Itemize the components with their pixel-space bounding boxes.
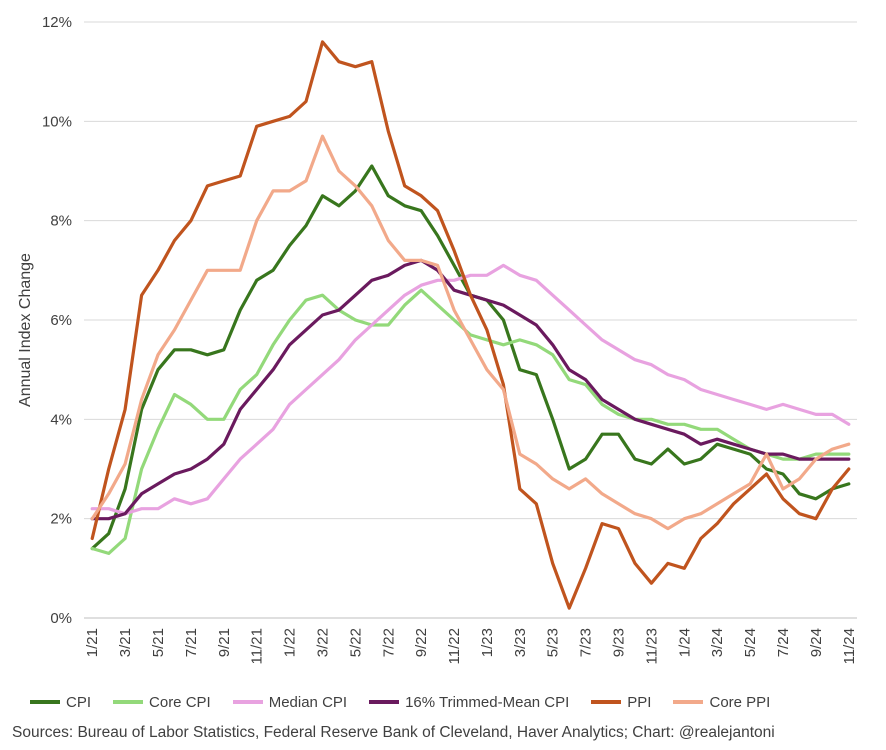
x-tick-label: 11/22	[446, 628, 463, 664]
legend-label: CPI	[66, 693, 92, 711]
series-line-core-ppi	[90, 134, 851, 531]
line-chart: 0% 2% 4% 6% 8% 10% 12% 1/21 3/21 5/21 7/21 9/21 11/…	[17, 14, 858, 664]
chart-legend: CPI Core CPI Median CPI 16% Trimmed-Mean CP…	[30, 690, 880, 714]
x-tick-label: 3/24	[709, 628, 726, 657]
legend-item: 16% Trimmed-Mean CPI	[369, 694, 569, 711]
x-tick-label: 5/22	[347, 628, 364, 657]
legend-label: Core PPI	[709, 693, 771, 711]
x-tick-label: 1/21	[84, 628, 101, 657]
x-tick-label: 1/23	[479, 628, 496, 657]
x-tick-label: 9/23	[611, 628, 628, 657]
legend-swatch	[673, 700, 704, 704]
series-line-median-cpi	[90, 263, 851, 516]
x-tick-label: 7/22	[380, 628, 397, 657]
series-line-ppi	[90, 40, 851, 610]
legend-label: Median CPI	[268, 693, 348, 711]
legend-label: PPI	[627, 693, 652, 711]
legend-item: Core PPI	[673, 694, 770, 711]
legend-item: CPI	[30, 694, 91, 711]
legend-label: Core CPI	[149, 693, 211, 711]
x-tick-label: 11/21	[249, 628, 266, 664]
x-tick-label: 11/23	[643, 628, 660, 664]
legend-swatch	[232, 700, 263, 704]
legend-label: 16% Trimmed-Mean CPI	[405, 693, 570, 711]
legend-swatch	[591, 700, 622, 704]
legend-swatch	[30, 700, 60, 704]
legend-item: Median CPI	[232, 693, 348, 711]
x-tick-label: 1/24	[676, 628, 693, 657]
gridlines	[84, 21, 857, 619]
x-tick-label: 7/23	[578, 628, 595, 657]
x-axis-ticks: 1/21 3/21 5/21 7/21 9/21 11/21 1/22 3/22 5/22 7/2…	[84, 628, 858, 664]
x-tick-label: 9/22	[413, 628, 430, 657]
y-tick-label: 12%	[42, 14, 72, 31]
x-tick-label: 5/21	[150, 628, 167, 657]
series-line-core-cpi	[90, 288, 851, 556]
y-tick-label: 0%	[50, 610, 72, 627]
x-tick-label: 1/22	[282, 628, 299, 657]
x-tick-label: 3/22	[314, 628, 331, 657]
series-line-16-trimmed-mean-cpi	[90, 258, 851, 521]
x-tick-label: 3/23	[512, 628, 529, 657]
source-note: Sources: Bureau of Labor Statistics, Fed…	[12, 724, 775, 741]
series-lines	[90, 40, 851, 610]
y-tick-label: 6%	[50, 312, 72, 329]
y-tick-label: 8%	[50, 213, 72, 230]
x-tick-label: 5/24	[742, 628, 759, 657]
x-tick-label: 11/24	[841, 628, 858, 664]
x-tick-label: 7/21	[183, 628, 200, 657]
y-tick-label: 10%	[42, 113, 72, 130]
y-tick-label: 2%	[50, 511, 72, 528]
legend-swatch	[369, 700, 400, 704]
x-tick-label: 3/21	[117, 628, 134, 657]
legend-item: PPI	[591, 694, 651, 711]
y-axis-ticks: 0% 2% 4% 6% 8% 10% 12%	[42, 14, 72, 627]
y-axis-title: Annual Index Change	[17, 253, 34, 407]
legend-swatch	[113, 700, 144, 704]
x-tick-label: 5/23	[545, 628, 562, 657]
x-tick-label: 9/21	[216, 628, 233, 657]
x-tick-label: 9/24	[808, 628, 825, 657]
legend-item: Core CPI	[113, 694, 211, 711]
x-tick-label: 7/24	[775, 628, 792, 657]
y-tick-label: 4%	[50, 411, 72, 428]
